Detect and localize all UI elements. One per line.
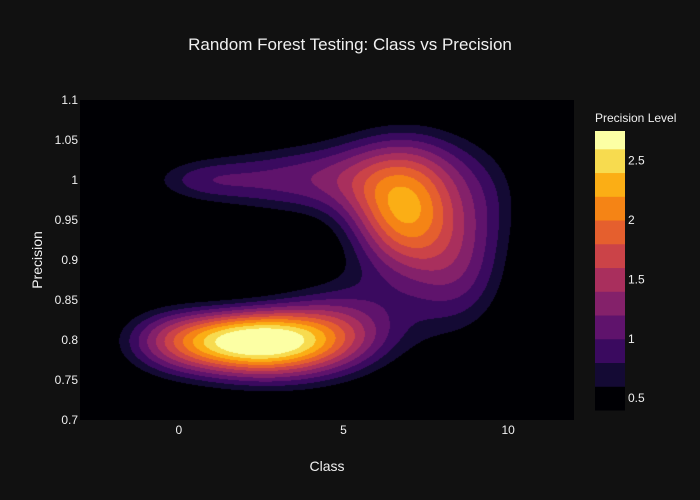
colorbar-bands xyxy=(595,131,625,411)
chart-title: Random Forest Testing: Class vs Precisio… xyxy=(188,35,512,54)
x-tick-label: 0 xyxy=(175,423,182,437)
x-tick-label: 5 xyxy=(340,423,347,437)
contour-surface xyxy=(80,100,574,420)
colorbar-band xyxy=(595,243,625,269)
x-tick-label: 10 xyxy=(501,423,515,437)
y-tick-label: 0.95 xyxy=(55,213,79,227)
colorbar-band xyxy=(595,148,625,174)
colorbar-band xyxy=(595,196,625,221)
colorbar-tick-label: 2.5 xyxy=(628,154,645,168)
colorbar-band xyxy=(595,220,625,245)
colorbar-tick-label: 1 xyxy=(628,332,635,346)
colorbar-ticks: 0.5 1 1.5 2 2.5 xyxy=(628,154,645,405)
y-axis: 0.7 0.75 0.8 0.85 0.9 0.95 1 1.05 1.1 xyxy=(55,93,79,427)
y-tick-label: 0.7 xyxy=(61,413,78,427)
y-tick-label: 1 xyxy=(71,173,78,187)
y-tick-label: 0.8 xyxy=(61,333,78,347)
colorbar-title: Precision Level xyxy=(595,111,676,125)
y-tick-label: 1.05 xyxy=(55,133,79,147)
colorbar-band xyxy=(595,362,625,387)
y-tick-label: 0.85 xyxy=(55,293,79,307)
y-axis-title: Precision xyxy=(29,231,45,289)
colorbar-band xyxy=(595,338,625,364)
colorbar-band xyxy=(595,315,625,340)
y-tick-label: 1.1 xyxy=(61,93,78,107)
colorbar: Precision Level 0.5 1 1.5 2 2.5 xyxy=(595,111,676,411)
colorbar-tick-label: 1.5 xyxy=(628,272,645,286)
plot-area[interactable] xyxy=(80,100,574,420)
colorbar-band xyxy=(595,291,625,316)
colorbar-band xyxy=(595,172,625,197)
colorbar-band xyxy=(595,131,625,150)
colorbar-tick-label: 2 xyxy=(628,213,635,227)
y-tick-label: 0.75 xyxy=(55,373,79,387)
colorbar-band xyxy=(595,267,625,292)
y-tick-label: 0.9 xyxy=(61,253,78,267)
colorbar-band xyxy=(595,386,625,411)
x-axis: 0 5 10 xyxy=(175,423,515,437)
colorbar-tick-label: 0.5 xyxy=(628,391,645,405)
x-axis-title: Class xyxy=(309,458,344,474)
